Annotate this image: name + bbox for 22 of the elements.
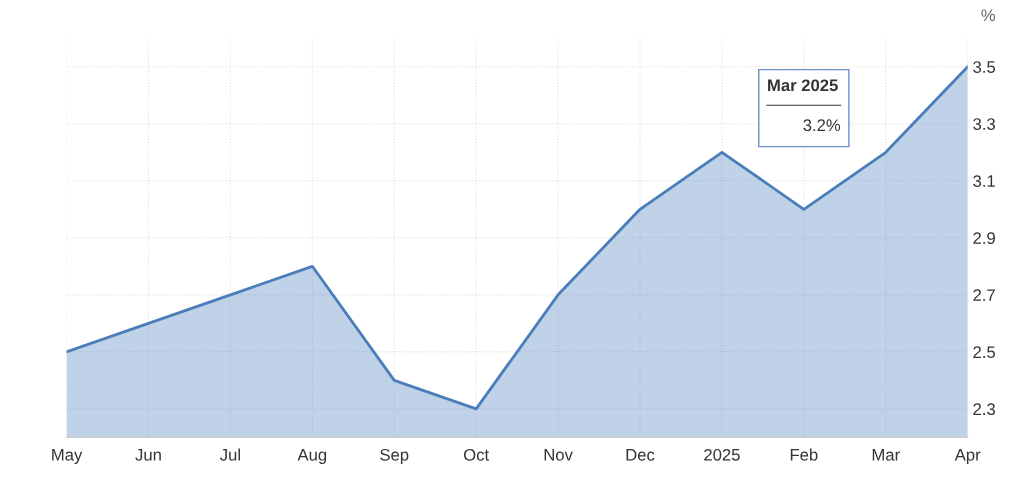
- annotation: Mar 2025: [768, 79, 838, 92]
- y-tick-label: 2.9: [973, 232, 995, 245]
- annotation: 3.2%: [803, 119, 841, 132]
- y-tick-label: 2.5: [973, 346, 996, 359]
- x-tick-label: Apr: [954, 449, 981, 465]
- x-tick-label: Feb: [790, 448, 818, 461]
- x-tick-label: Mar: [872, 449, 900, 461]
- y-tick-label: 2.3: [973, 403, 995, 416]
- x-tick-label: Nov: [544, 449, 573, 461]
- x-tick-label: Oct: [463, 448, 489, 461]
- y-tick-label: 3.3: [973, 118, 995, 130]
- x-tick-label: Dec: [626, 449, 655, 461]
- x-tick-label: Aug: [297, 449, 327, 465]
- x-tick-label: May: [52, 449, 83, 465]
- y-tick-label: 3.5: [973, 61, 996, 73]
- x-tick-label: Jun: [135, 449, 161, 461]
- y-tick-label: 3.1: [973, 175, 995, 187]
- x-tick-label: Jul: [220, 448, 240, 461]
- x-tick-label: Sep: [380, 448, 409, 465]
- y-axis-title: %: [981, 9, 995, 22]
- x-tick-label: 2025: [704, 448, 740, 461]
- y-tick-label: 2.7: [973, 289, 995, 301]
